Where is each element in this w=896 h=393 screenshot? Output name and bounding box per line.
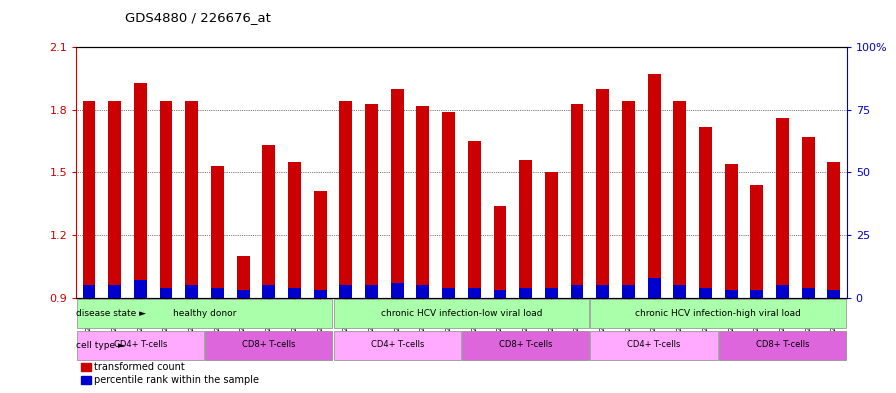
Bar	[571, 103, 583, 298]
Bar	[648, 74, 660, 298]
Bar	[520, 288, 532, 298]
Bar	[545, 288, 557, 298]
Bar	[802, 288, 814, 298]
Bar	[417, 285, 429, 298]
Bar	[648, 278, 660, 298]
Bar	[314, 191, 327, 298]
FancyBboxPatch shape	[205, 331, 332, 360]
Bar	[751, 290, 763, 298]
Bar	[725, 290, 737, 298]
Bar	[468, 141, 481, 298]
Text: disease state ►: disease state ►	[76, 309, 146, 318]
Bar	[289, 162, 301, 298]
Bar	[443, 288, 455, 298]
Bar	[82, 101, 96, 298]
Text: chronic HCV infection-high viral load: chronic HCV infection-high viral load	[635, 309, 801, 318]
Text: CD8+ T-cells: CD8+ T-cells	[755, 340, 809, 349]
Text: CD4+ T-cells: CD4+ T-cells	[371, 340, 424, 349]
Bar	[674, 285, 686, 298]
Bar	[494, 290, 506, 298]
Bar	[108, 101, 121, 298]
Text: percentile rank within the sample: percentile rank within the sample	[94, 375, 259, 385]
FancyBboxPatch shape	[333, 331, 461, 360]
Bar	[185, 101, 198, 298]
Text: healthy donor: healthy donor	[173, 309, 237, 318]
Bar	[108, 285, 121, 298]
Bar	[622, 101, 634, 298]
Bar	[134, 83, 147, 298]
Bar	[237, 290, 249, 298]
Text: CD8+ T-cells: CD8+ T-cells	[242, 340, 296, 349]
Text: CD4+ T-cells: CD4+ T-cells	[114, 340, 167, 349]
Bar	[597, 89, 609, 298]
FancyBboxPatch shape	[590, 331, 718, 360]
Bar	[185, 285, 198, 298]
Text: cell type ►: cell type ►	[76, 341, 125, 350]
FancyBboxPatch shape	[77, 331, 204, 360]
Bar	[520, 160, 532, 298]
Bar	[725, 164, 737, 298]
Bar	[289, 288, 301, 298]
Bar	[699, 288, 711, 298]
Bar	[545, 173, 557, 298]
Bar	[340, 101, 352, 298]
FancyBboxPatch shape	[77, 299, 332, 328]
Bar	[237, 256, 249, 298]
Bar	[391, 283, 404, 298]
Text: chronic HCV infection-low viral load: chronic HCV infection-low viral load	[381, 309, 542, 318]
Bar	[468, 288, 481, 298]
FancyBboxPatch shape	[590, 299, 846, 328]
Bar	[674, 101, 686, 298]
Text: CD4+ T-cells: CD4+ T-cells	[627, 340, 681, 349]
Bar	[828, 290, 840, 298]
Bar	[828, 162, 840, 298]
Bar	[391, 89, 404, 298]
Bar	[776, 285, 788, 298]
Bar	[802, 137, 814, 298]
Bar	[263, 145, 275, 298]
Bar	[571, 285, 583, 298]
Text: transformed count: transformed count	[94, 362, 185, 372]
Bar	[494, 206, 506, 298]
FancyBboxPatch shape	[719, 331, 846, 360]
Bar	[340, 285, 352, 298]
Bar	[314, 290, 327, 298]
Text: CD8+ T-cells: CD8+ T-cells	[499, 340, 553, 349]
Bar	[211, 166, 224, 298]
Text: GDS4880 / 226676_at: GDS4880 / 226676_at	[125, 11, 271, 24]
Bar	[211, 288, 224, 298]
Bar	[699, 127, 711, 298]
Bar	[443, 112, 455, 298]
Bar	[622, 285, 634, 298]
FancyBboxPatch shape	[333, 299, 590, 328]
Bar	[82, 285, 96, 298]
Bar	[776, 118, 788, 298]
Bar	[134, 280, 147, 298]
Bar	[366, 103, 378, 298]
Bar	[751, 185, 763, 298]
Bar	[263, 285, 275, 298]
Bar	[159, 288, 172, 298]
Bar	[597, 285, 609, 298]
Bar	[366, 285, 378, 298]
FancyBboxPatch shape	[462, 331, 590, 360]
Bar	[159, 101, 172, 298]
Bar	[417, 106, 429, 298]
